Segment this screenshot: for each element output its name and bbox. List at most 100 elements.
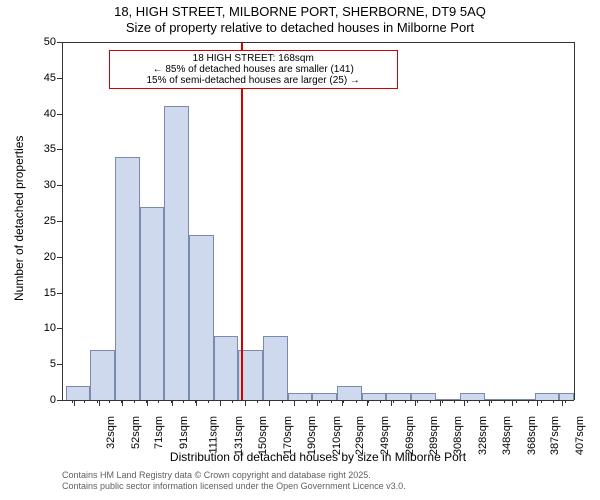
chart-container: 18, HIGH STREET, MILBORNE PORT, SHERBORN… — [0, 0, 600, 500]
histogram-bar — [263, 336, 288, 400]
xtick-minor — [97, 400, 98, 403]
reference-line — [241, 42, 243, 400]
xtick-minor — [541, 400, 542, 403]
xtick-minor — [380, 400, 381, 403]
xtick-minor — [393, 400, 394, 403]
xtick-label: 71sqm — [153, 416, 165, 449]
ytick-label: 10 — [28, 322, 56, 334]
xtick-label: 407sqm — [574, 416, 586, 455]
xtick-minor — [442, 400, 443, 403]
histogram-bar — [66, 386, 91, 400]
plot-area: 18 HIGH STREET: 168sqm← 85% of detached … — [62, 42, 574, 400]
xtick-minor — [232, 400, 233, 403]
xtick-mark — [196, 400, 197, 406]
x-axis-label: Distribution of detached houses by size … — [62, 450, 574, 464]
xtick-minor — [319, 400, 320, 403]
y-axis-label: Number of detached properties — [12, 136, 26, 301]
histogram-bar — [214, 336, 239, 400]
histogram-bar — [337, 386, 362, 400]
plot-border-right — [574, 42, 575, 400]
xtick-minor — [171, 400, 172, 403]
xtick-mark — [99, 400, 100, 406]
histogram-bar — [288, 393, 313, 400]
xtick-mark — [512, 400, 513, 406]
xtick-label: 91sqm — [178, 416, 190, 449]
xtick-minor — [257, 400, 258, 403]
ytick-label: 35 — [28, 143, 56, 155]
ytick-mark — [57, 221, 62, 222]
xtick-minor — [220, 400, 221, 403]
histogram-bar — [140, 207, 165, 400]
xtick-label: 52sqm — [130, 416, 142, 449]
histogram-bar — [411, 393, 436, 400]
xtick-minor — [553, 400, 554, 403]
xtick-minor — [121, 400, 122, 403]
xtick-minor — [134, 400, 135, 403]
ytick-label: 5 — [28, 358, 56, 370]
histogram-bar — [535, 393, 560, 400]
xtick-minor — [454, 400, 455, 403]
title-block: 18, HIGH STREET, MILBORNE PORT, SHERBORN… — [0, 4, 600, 37]
xtick-minor — [516, 400, 517, 403]
ytick-label: 45 — [28, 72, 56, 84]
xtick-minor — [467, 400, 468, 403]
histogram-bar — [312, 393, 337, 400]
histogram-bar — [90, 350, 115, 400]
ytick-label: 30 — [28, 179, 56, 191]
xtick-minor — [282, 400, 283, 403]
xtick-minor — [109, 400, 110, 403]
xtick-minor — [565, 400, 566, 403]
xtick-mark — [440, 400, 441, 406]
xtick-mark — [464, 400, 465, 406]
xtick-label: 111sqm — [207, 416, 219, 454]
histogram-bar — [115, 157, 140, 400]
xtick-minor — [72, 400, 73, 403]
xtick-minor — [269, 400, 270, 403]
title-line-2: Size of property relative to detached ho… — [0, 20, 600, 36]
xtick-minor — [195, 400, 196, 403]
ytick-mark — [57, 400, 62, 401]
histogram-bar — [164, 106, 189, 400]
attribution: Contains HM Land Registry data © Crown c… — [62, 470, 406, 493]
xtick-mark — [415, 400, 416, 406]
histogram-bar — [362, 393, 387, 400]
xtick-minor — [417, 400, 418, 403]
xtick-minor — [528, 400, 529, 403]
xtick-minor — [306, 400, 307, 403]
xtick-minor — [294, 400, 295, 403]
xtick-minor — [491, 400, 492, 403]
xtick-mark — [489, 400, 490, 406]
histogram-bar — [460, 393, 485, 400]
xtick-minor — [479, 400, 480, 403]
xtick-minor — [405, 400, 406, 403]
xtick-mark — [122, 400, 123, 406]
ytick-mark — [57, 293, 62, 294]
y-axis — [62, 42, 63, 400]
ytick-mark — [57, 78, 62, 79]
histogram-bar — [189, 235, 214, 400]
xtick-minor — [368, 400, 369, 403]
ytick-mark — [57, 149, 62, 150]
attribution-line-1: Contains HM Land Registry data © Crown c… — [62, 470, 406, 481]
xtick-minor — [430, 400, 431, 403]
ytick-label: 15 — [28, 287, 56, 299]
xtick-minor — [146, 400, 147, 403]
histogram-bar — [559, 393, 574, 400]
xtick-mark — [147, 400, 148, 406]
xtick-mark — [74, 400, 75, 406]
ytick-mark — [57, 328, 62, 329]
annotation-line-1: 18 HIGH STREET: 168sqm — [114, 53, 393, 64]
ytick-label: 40 — [28, 108, 56, 120]
title-line-1: 18, HIGH STREET, MILBORNE PORT, SHERBORN… — [0, 4, 600, 20]
annotation-line-3: 15% of semi-detached houses are larger (… — [114, 75, 393, 86]
ytick-mark — [57, 114, 62, 115]
attribution-line-2: Contains public sector information licen… — [62, 481, 406, 492]
annotation-line-2: ← 85% of detached houses are smaller (14… — [114, 64, 393, 75]
xtick-minor — [331, 400, 332, 403]
xtick-minor — [343, 400, 344, 403]
xtick-minor — [245, 400, 246, 403]
ytick-mark — [57, 42, 62, 43]
ytick-mark — [57, 364, 62, 365]
ytick-label: 0 — [28, 394, 56, 406]
ytick-label: 50 — [28, 36, 56, 48]
